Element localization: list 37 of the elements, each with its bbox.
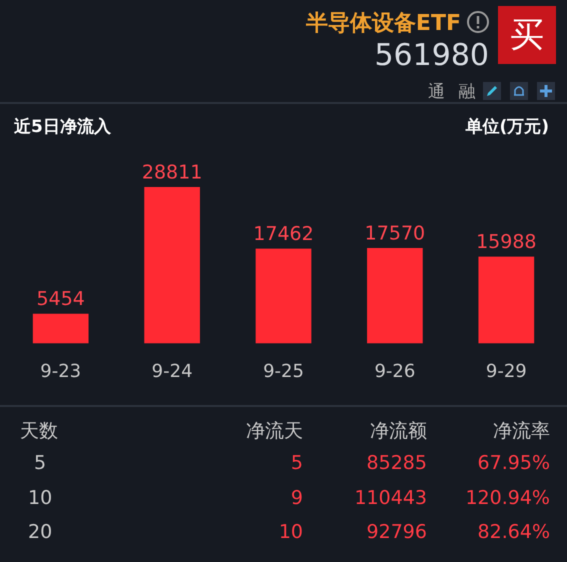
x-tick-label: 9-29 xyxy=(486,360,527,382)
data-label: 17462 xyxy=(253,223,314,246)
x-tick-label: 9-25 xyxy=(263,360,304,382)
text: 净流额 xyxy=(370,419,427,444)
data-label: 17570 xyxy=(364,222,426,244)
text: 82.64% xyxy=(478,521,550,543)
data-label: 15988 xyxy=(476,231,537,254)
text: 20 xyxy=(28,521,52,543)
text: 净流率 xyxy=(493,419,550,444)
text: 半导体设备ETF xyxy=(306,10,461,38)
text: 5 xyxy=(290,452,303,474)
text: 买 xyxy=(498,6,556,64)
text: 92796 xyxy=(366,521,427,543)
text: 10 xyxy=(28,487,52,509)
bar xyxy=(144,186,200,344)
chart-title: 近5日净流入 xyxy=(14,116,111,138)
text: 67.95% xyxy=(478,452,550,474)
text: 120.94% xyxy=(465,487,550,509)
bar xyxy=(256,248,312,344)
text: 天数 xyxy=(20,419,58,444)
text: 通 融 xyxy=(428,81,480,103)
data-label: 5454 xyxy=(36,288,85,310)
x-tick-label: 9-24 xyxy=(152,360,193,382)
text: 110443 xyxy=(354,487,427,509)
text: 561980 xyxy=(374,38,489,73)
text: 5 xyxy=(34,452,46,474)
bar xyxy=(367,248,423,344)
y-axis-title: 单位(万元) xyxy=(465,116,549,138)
bar xyxy=(478,256,534,344)
text: 9 xyxy=(290,487,303,509)
bar xyxy=(32,314,89,344)
x-tick-label: 9-26 xyxy=(374,360,416,382)
data-label: 28811 xyxy=(142,161,202,184)
text: 10 xyxy=(278,521,303,543)
x-tick-label: 9-23 xyxy=(40,360,82,382)
text: 85285 xyxy=(366,452,427,474)
text: 净流天 xyxy=(246,419,303,444)
